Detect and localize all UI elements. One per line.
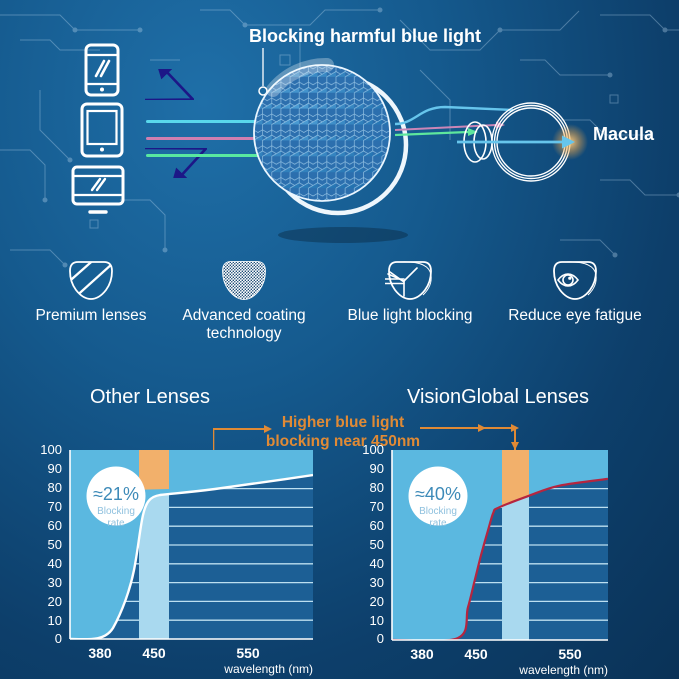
svg-text:80: 80 [370, 480, 384, 495]
svg-text:380: 380 [88, 645, 112, 661]
svg-text:Blocking: Blocking [97, 506, 135, 517]
svg-text:30: 30 [370, 575, 384, 590]
svg-text:60: 60 [370, 518, 384, 533]
svg-text:20: 20 [48, 594, 62, 609]
svg-text:100: 100 [362, 442, 384, 457]
svg-text:90: 90 [48, 461, 62, 476]
svg-text:rate: rate [429, 518, 447, 529]
svg-text:20: 20 [370, 594, 384, 609]
svg-text:≈21%: ≈21% [93, 484, 139, 504]
svg-text:30: 30 [48, 575, 62, 590]
svg-text:450: 450 [464, 646, 488, 662]
svg-text:70: 70 [370, 499, 384, 514]
svg-text:≈40%: ≈40% [415, 484, 461, 504]
svg-text:550: 550 [558, 646, 582, 662]
svg-text:380: 380 [410, 646, 434, 662]
svg-text:90: 90 [370, 461, 384, 476]
svg-text:0: 0 [55, 631, 62, 646]
svg-text:10: 10 [370, 613, 384, 628]
svg-text:550: 550 [236, 645, 260, 661]
svg-text:450: 450 [142, 645, 166, 661]
svg-text:40: 40 [370, 556, 384, 571]
svg-text:70: 70 [48, 499, 62, 514]
svg-text:Blocking: Blocking [419, 506, 457, 517]
svg-text:50: 50 [48, 537, 62, 552]
svg-text:wavelength (nm): wavelength (nm) [518, 663, 608, 677]
svg-text:100: 100 [40, 442, 62, 457]
svg-text:wavelength (nm): wavelength (nm) [223, 662, 313, 676]
svg-text:40: 40 [48, 556, 62, 571]
svg-text:rate: rate [107, 518, 125, 529]
svg-text:10: 10 [48, 613, 62, 628]
svg-text:80: 80 [48, 480, 62, 495]
svg-text:50: 50 [370, 537, 384, 552]
svg-text:0: 0 [377, 631, 384, 646]
svg-text:60: 60 [48, 518, 62, 533]
